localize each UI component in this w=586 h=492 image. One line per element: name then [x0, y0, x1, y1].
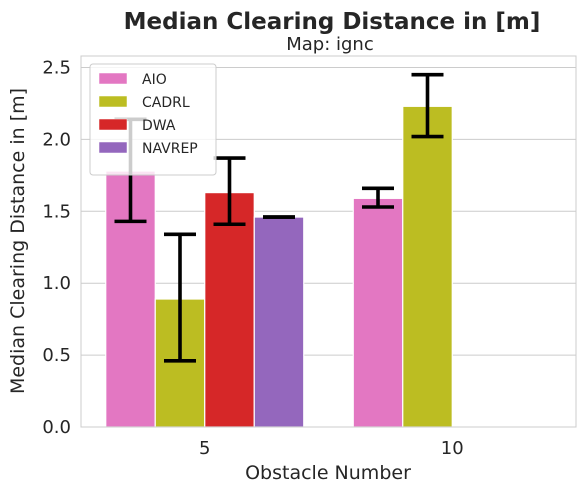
plot-frame [80, 55, 577, 428]
y-tick-labels: 0.0 0.5 1.0 1.5 2.0 2.5 [42, 58, 71, 438]
y-tick-label: 0.5 [42, 345, 71, 366]
y-tick-label: 2.5 [42, 58, 71, 79]
legend-label-navrep: NAVREP [142, 141, 198, 157]
legend-label-aio: AIO [142, 72, 167, 88]
error-bar-cadrl-5 [164, 232, 196, 363]
error-bar-aio-10 [362, 186, 394, 209]
chart-subtitle: Map: ignc [286, 34, 374, 55]
x-tick-label: 5 [199, 438, 210, 459]
y-axis-label: Median Clearing Distance in [m] [7, 88, 29, 394]
y-tick-label: 1.0 [42, 273, 71, 294]
chart-title: Median Clearing Distance in [m] [124, 9, 541, 35]
bar-navrep-5 [253, 216, 305, 428]
error-bar-dwa-5 [213, 156, 246, 227]
bar-dwa-5 [204, 192, 255, 428]
bar-cadrl-10 [402, 105, 453, 428]
y-tick-label: 1.5 [42, 201, 71, 222]
legend: AIO CADRL DWA NAVREP [89, 63, 217, 176]
x-tick-labels: 5 10 [199, 438, 464, 459]
y-tick-label: 2.0 [42, 129, 71, 150]
legend-swatch-aio [98, 72, 128, 85]
legend-label-cadrl: CADRL [142, 95, 190, 111]
x-tick-label: 10 [441, 438, 464, 459]
legend-label-dwa: DWA [142, 118, 176, 134]
bar-aio-10 [352, 197, 404, 428]
y-tick-label: 0.0 [42, 417, 71, 438]
x-axis-label: Obstacle Number [245, 462, 411, 484]
error-bar-cadrl-10 [411, 72, 444, 139]
legend-swatch-cadrl [98, 95, 128, 108]
legend-swatch-dwa [98, 118, 128, 131]
legend-swatch-navrep [98, 141, 128, 154]
